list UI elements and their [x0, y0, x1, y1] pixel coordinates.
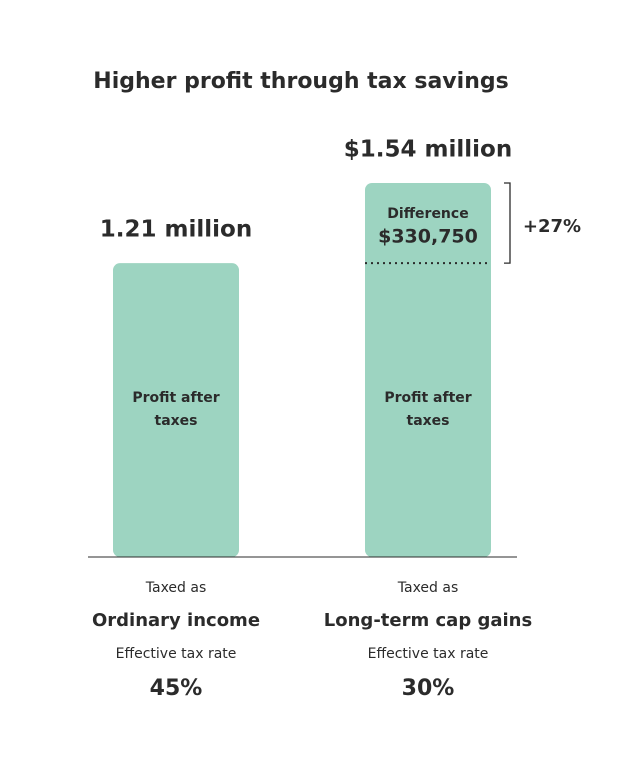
tax-rate: 45% — [150, 676, 203, 701]
difference-bracket — [504, 182, 511, 264]
category-label: Ordinary income — [92, 610, 260, 631]
chart-title: Higher profit through tax savings — [93, 69, 508, 94]
segment-label-box: Profit after taxes — [384, 390, 472, 429]
rate-label: Effective tax rate — [116, 646, 237, 662]
value-label: $1.54 million — [344, 137, 512, 163]
difference-percent: +27% — [523, 216, 581, 237]
segment-label-box: Profit after taxes — [132, 390, 220, 429]
difference-label: Difference — [387, 206, 468, 222]
difference-amount: $330,750 — [378, 226, 478, 248]
rate-label: Effective tax rate — [368, 646, 489, 662]
segment-label: Profit after taxes — [384, 390, 472, 429]
taxed-as-label: Taxed as — [145, 580, 207, 596]
value-label: 1.21 million — [100, 217, 252, 243]
bar — [365, 183, 491, 557]
bar — [113, 263, 239, 557]
category-label: Long-term cap gains — [324, 610, 532, 631]
taxed-as-label: Taxed as — [397, 580, 459, 596]
tax-rate: 30% — [402, 676, 455, 701]
segment-label: Profit after taxes — [132, 390, 220, 429]
